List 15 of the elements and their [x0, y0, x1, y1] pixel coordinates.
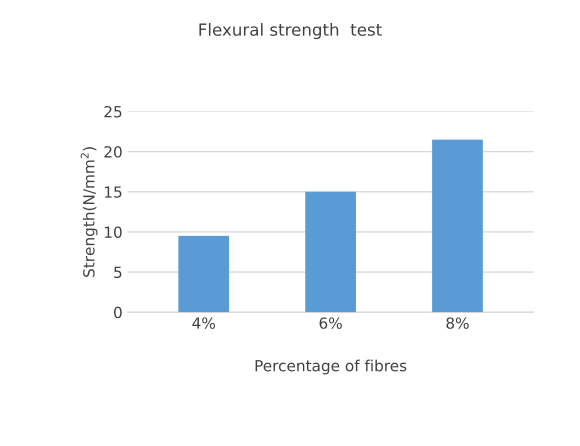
bar: [432, 140, 483, 312]
y-tick-label: 10: [104, 226, 122, 238]
x-tick-label: 6%: [320, 317, 342, 329]
y-axis-title: Strength(N/mm$^{2}$): [80, 147, 98, 277]
y-tick-label: 25: [104, 106, 122, 118]
x-tick-label: 4%: [192, 317, 215, 329]
chart-title: Flexural strength test: [199, 23, 382, 40]
bar: [178, 236, 230, 312]
y-tick-label: 20: [104, 146, 122, 158]
bar: [305, 192, 356, 312]
y-tick-label: 5: [114, 266, 122, 278]
y-tick-label: 15: [104, 186, 122, 198]
x-tick-label: 8%: [446, 317, 469, 329]
y-tick-label: 0: [114, 306, 122, 318]
x-axis-title: Percentage of fibres: [256, 360, 406, 374]
